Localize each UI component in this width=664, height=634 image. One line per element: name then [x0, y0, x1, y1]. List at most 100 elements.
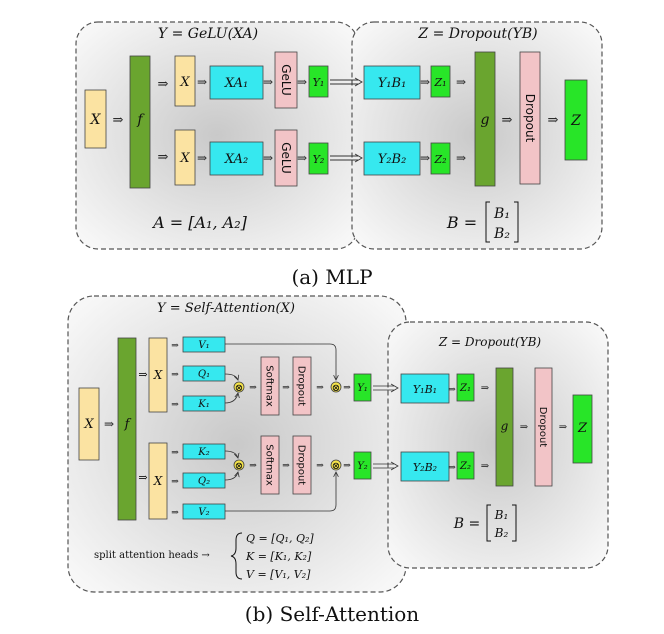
mlp-y2-label: Y₂	[313, 153, 325, 166]
mlp-g-box	[474, 51, 496, 187]
attn-b2-label: B₂	[494, 526, 509, 540]
mlp-xa-top-box	[209, 65, 264, 100]
mlp-figure: Y = GeLU(XA) Z = Dropout(YB) X ⇒ f ⇒ X ⇒…	[75, 21, 603, 289]
svg-text:⇒: ⇒	[316, 461, 324, 471]
mlp-arrow-xa-gelu-bot: ⇒	[263, 151, 273, 165]
mlp-x-bot-box	[174, 129, 196, 186]
attn-v2-route	[225, 472, 336, 512]
mlp-arrow-g-dropout: ⇒	[502, 113, 513, 128]
attn-dropout-bot-box	[292, 435, 312, 495]
mlp-arrow-dropout-z: ⇒	[548, 113, 559, 128]
attn-split-brace	[230, 532, 243, 580]
attn-mult-bot-1-symbol: ⊗	[235, 461, 243, 472]
mlp-gelu-bot-box	[274, 129, 298, 187]
attn-v1-box	[182, 336, 226, 353]
attn-dropout-top-label: Dropout	[296, 366, 307, 407]
mlp-b2-label: B₂	[493, 226, 510, 242]
attn-k2-box	[182, 443, 226, 460]
svg-text:⇒: ⇒	[316, 383, 324, 393]
mlp-yb-top-label: Y₁B₁	[378, 76, 407, 91]
attn-x-bot-box	[148, 442, 168, 520]
mlp-arrow-z2-g: ⇒	[456, 151, 466, 165]
mlp-z2-box	[430, 142, 451, 175]
mlp-arrow-yb-z-top: ⇒	[420, 75, 430, 89]
attn-z-out-label: Z	[577, 421, 588, 436]
mlp-b1-label: B₁	[493, 206, 510, 222]
attn-yb-top-box	[400, 373, 450, 404]
mlp-yb-bot-box	[363, 141, 421, 176]
mlp-x-top-label: X	[179, 75, 190, 90]
mlp-y1-box	[308, 65, 329, 98]
mlp-arrow-xbot-xa: ⇒	[197, 151, 207, 165]
mlp-z2-label: Z₂	[433, 153, 446, 166]
attn-x-bot-label: X	[153, 474, 163, 488]
svg-text:⇒: ⇒	[171, 370, 179, 380]
mlp-arrow-x-f: ⇒	[113, 113, 124, 128]
attn-dropout-bot-label: Dropout	[296, 445, 307, 486]
attn-z2-label: Z₂	[459, 461, 471, 472]
attn-q2-to-mult	[224, 472, 238, 481]
attn-b1-label: B₁	[494, 508, 509, 522]
mlp-a-equation: A = [A₁, A₂]	[151, 213, 247, 232]
mlp-arrow-xa-gelu-top: ⇒	[263, 75, 273, 89]
attn-g-label: g	[501, 419, 509, 433]
mlp-yb-top-box	[363, 65, 421, 100]
svg-text:⇒: ⇒	[282, 461, 290, 471]
attn-left-title: Y = Self-Attention(X)	[157, 301, 295, 316]
svg-text:⇒: ⇒	[520, 422, 529, 433]
mlp-xa-top-label: XA₁	[224, 76, 248, 91]
mlp-f-box	[129, 55, 151, 189]
attn-y2-box	[353, 451, 372, 480]
mlp-z-out-box	[564, 79, 588, 161]
attn-arrow-x-f: ⇒	[104, 417, 114, 431]
mlp-gelu-bot-label: GeLU	[279, 142, 293, 174]
attn-yb-top-label: Y₁B₁	[413, 383, 437, 396]
attn-caption: (b) Self-Attention	[245, 602, 420, 626]
attn-f-box	[117, 337, 137, 521]
attn-v2-box	[182, 503, 226, 520]
attn-b-equation-lhs: B =	[453, 516, 480, 532]
attn-b-bracket-right	[512, 504, 517, 542]
attn-softmax-top-label: Softmax	[264, 365, 275, 407]
attn-k1-box	[182, 395, 226, 412]
attn-mult-top-1-symbol: ⊗	[235, 383, 243, 394]
svg-text:⇒: ⇒	[249, 383, 257, 393]
attn-split-v: V = [V₁, V₂]	[246, 568, 311, 581]
attn-dropout-box	[534, 367, 553, 487]
svg-text:⇒: ⇒	[171, 400, 179, 410]
attn-x-top-label: X	[153, 368, 163, 382]
attn-q2-box	[182, 472, 226, 489]
mlp-z1-box	[430, 65, 451, 98]
svg-text:⇒: ⇒	[343, 461, 351, 471]
mlp-b-equation-lhs: B =	[446, 213, 477, 232]
attn-arrow-f-xbot: ⇒	[138, 471, 147, 484]
attn-mult-top-2	[330, 381, 342, 393]
attn-q2-label: Q₂	[198, 476, 210, 487]
svg-text:⇒: ⇒	[481, 461, 490, 472]
attn-b-bracket-left	[486, 504, 491, 542]
mlp-gelu-top-label: GeLU	[279, 64, 293, 96]
mlp-arrow-xtop-xa: ⇒	[197, 75, 207, 89]
mlp-caption: (a) MLP	[291, 265, 372, 289]
attn-x-top-box	[148, 337, 168, 413]
attn-dropout-label: Dropout	[537, 407, 548, 448]
svg-text:⇒: ⇒	[448, 463, 456, 473]
mlp-x-bot-label: X	[179, 151, 190, 166]
svg-text:⇒: ⇒	[171, 508, 179, 518]
svg-text:⇒: ⇒	[282, 383, 290, 393]
mlp-x-top-box	[174, 55, 196, 107]
attn-z2-box	[456, 451, 475, 480]
attn-softmax-top-box	[260, 356, 280, 416]
mlp-xa-bot-label: XA₂	[224, 152, 248, 167]
attn-q1-label: Q₁	[198, 369, 210, 380]
attn-g-box	[495, 367, 514, 487]
svg-text:⇒: ⇒	[249, 461, 257, 471]
attn-q1-to-mult	[224, 373, 238, 380]
attn-split-q: Q = [Q₁, Q₂]	[246, 532, 314, 545]
attn-dropout-top-box	[292, 356, 312, 416]
attn-softmax-bot-box	[260, 435, 280, 495]
attn-y1-label: Y₁	[357, 383, 368, 394]
attn-split-label: split attention heads →	[94, 550, 210, 561]
attn-y2-label: Y₂	[357, 461, 368, 472]
mlp-dropout-box	[519, 51, 541, 185]
